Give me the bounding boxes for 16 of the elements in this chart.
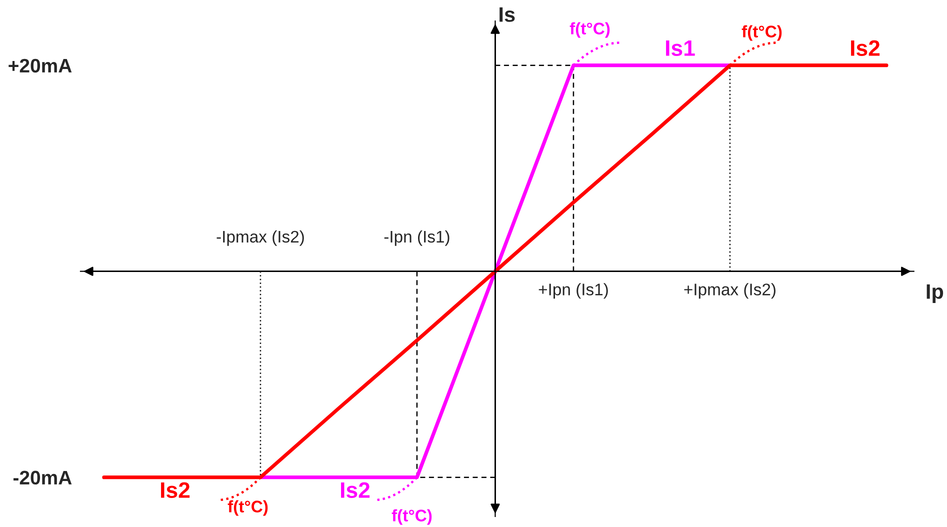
annotation: Is1 [666,40,695,56]
annotation: f(t°C) [742,25,782,41]
x-axis-title: Ip [926,284,944,304]
y-tick-label: +20mA [8,58,72,73]
annotation: Is2 [341,482,370,498]
y-tick-label: -20mA [13,470,72,485]
annotation: f(t°C) [570,22,610,38]
annotation: Is2 [851,40,880,56]
x-tick-label: +Ipn (Is1) [538,283,608,299]
annotation: f(t°C) [228,500,268,516]
x-tick-label: -Ipn (Is1) [384,230,450,246]
annotation: Is2 [161,482,190,498]
x-tick-label: +Ipmax (Is2) [684,283,776,299]
y-axis-title: Is [500,7,515,22]
annotation: f(t°C) [392,509,432,525]
x-tick-label: -Ipmax (Is2) [216,230,304,246]
